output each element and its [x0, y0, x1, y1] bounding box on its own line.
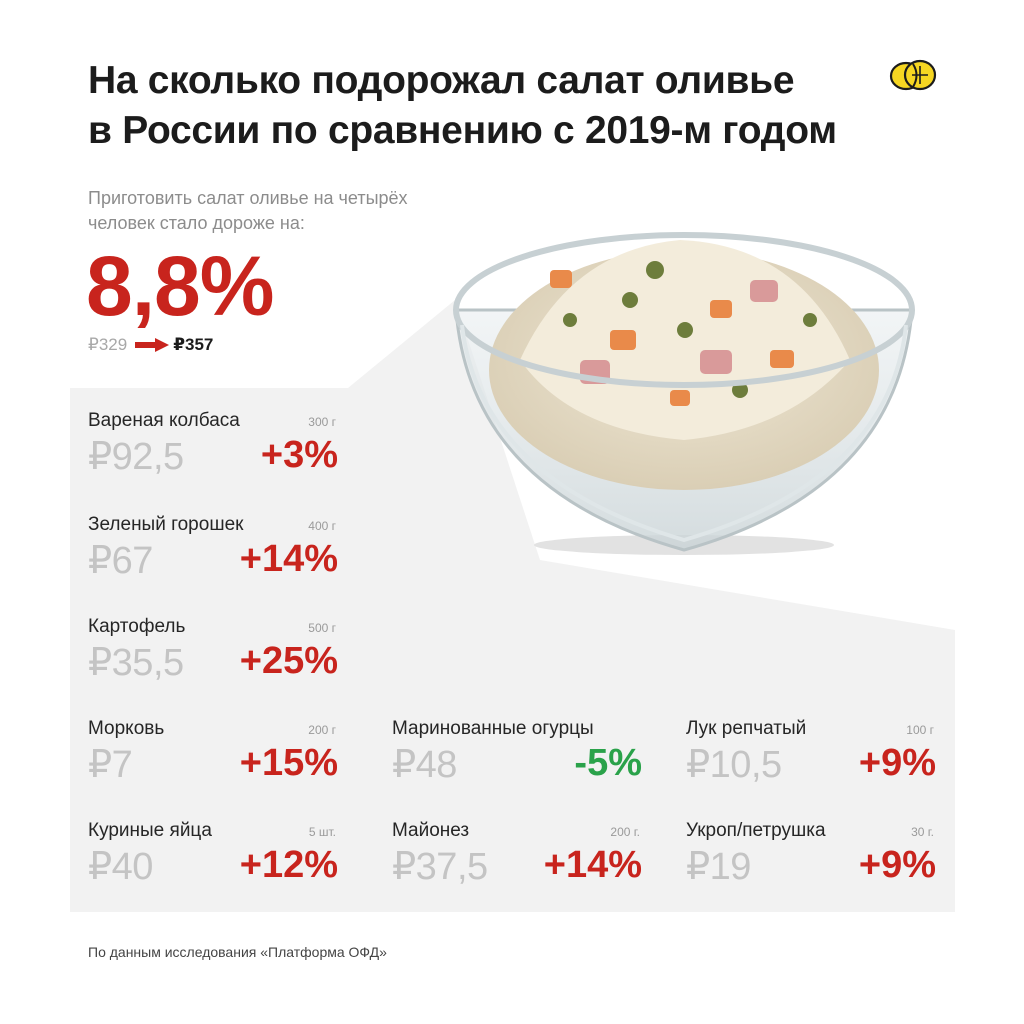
- ingredient-price: ₽67: [88, 540, 153, 582]
- source-footnote: По данным исследования «Платформа ОФД»: [88, 944, 387, 960]
- ingredient-change: +14%: [239, 538, 338, 580]
- ingredient-name: Укроп/петрушка: [686, 820, 826, 841]
- ingredient-name: Морковь: [88, 718, 165, 739]
- ingredient-price: ₽7: [88, 744, 133, 786]
- ingredient-weight: 300 г: [308, 415, 336, 429]
- ingredient-weight: 100 г: [906, 723, 934, 737]
- ingredient-price: ₽92,5: [88, 436, 184, 478]
- page-title: На сколько подорожал салат оливье в Росс…: [88, 56, 888, 156]
- ingredient-item-ukrop: Укроп/петрушка 30 г. ₽19 +9%: [686, 820, 936, 910]
- ingredient-change: +9%: [858, 844, 936, 886]
- ingredient-weight: 200 г: [308, 723, 336, 737]
- ingredient-name: Майонез: [392, 820, 470, 841]
- summary-price-change: ₽329 ₽357: [88, 333, 213, 357]
- ingredient-name: Маринованные огурцы: [392, 718, 594, 739]
- ingredient-price: ₽35,5: [88, 642, 184, 684]
- summary-percent: 8,8%: [86, 239, 274, 333]
- ingredient-item-yaica: Куриные яйца 5 шт. ₽40 +12%: [88, 820, 338, 910]
- ingredient-price: ₽48: [392, 744, 457, 786]
- ingredient-weight: 200 г.: [610, 825, 640, 839]
- new-price: ₽357: [173, 335, 214, 354]
- ingredient-item-kartofel: Картофель 500 г ₽35,5 +25%: [88, 616, 338, 706]
- ingredient-price: ₽37,5: [392, 846, 488, 888]
- ingredient-change: +12%: [239, 844, 338, 886]
- ingredient-change: +9%: [858, 742, 936, 784]
- ingredient-name: Картофель: [88, 616, 186, 637]
- salad-bowl-image: [453, 232, 915, 555]
- ingredient-item-kolbasa: Вареная колбаса 300 г ₽92,5 +3%: [88, 410, 338, 500]
- ingredient-item-luk: Лук репчатый 100 г ₽10,5 +9%: [686, 718, 936, 808]
- ingredient-weight: 5 шт.: [308, 825, 336, 839]
- lemon-icon: [889, 59, 937, 91]
- ingredient-item-ogurcy: Маринованные огурцы ₽48 -5%: [392, 718, 642, 808]
- ingredient-price: ₽40: [88, 846, 153, 888]
- ingredient-change: +14%: [543, 844, 642, 886]
- ingredient-price: ₽19: [686, 846, 751, 888]
- ingredient-weight: 30 г.: [911, 825, 934, 839]
- title-line-2: в России по сравнению с 2019-м годом: [88, 109, 837, 152]
- summary-subtitle: Приготовить салат оливье на четырёх чело…: [88, 188, 408, 233]
- old-price: ₽329: [88, 335, 128, 354]
- ingredient-change: +25%: [239, 640, 338, 682]
- ingredient-weight: 500 г: [308, 621, 336, 635]
- ingredient-price: ₽10,5: [686, 744, 782, 786]
- ingredient-name: Куриные яйца: [88, 820, 212, 841]
- ingredient-item-morkov: Морковь 200 г ₽7 +15%: [88, 718, 338, 808]
- ingredient-item-mayonez: Майонез 200 г. ₽37,5 +14%: [392, 820, 642, 910]
- ingredient-weight: 400 г: [308, 519, 336, 533]
- arrow-right-icon: [135, 338, 170, 352]
- title-line-1: На сколько подорожал салат оливье: [88, 59, 795, 102]
- ingredient-name: Зеленый горошек: [88, 514, 244, 535]
- ingredient-change: -5%: [574, 742, 642, 784]
- ingredient-name: Вареная колбаса: [88, 410, 240, 431]
- ingredient-change: +15%: [239, 742, 338, 784]
- ingredient-change: +3%: [260, 434, 338, 476]
- ingredient-name: Лук репчатый: [686, 718, 807, 739]
- ingredient-item-goroshek: Зеленый горошек 400 г ₽67 +14%: [88, 514, 338, 604]
